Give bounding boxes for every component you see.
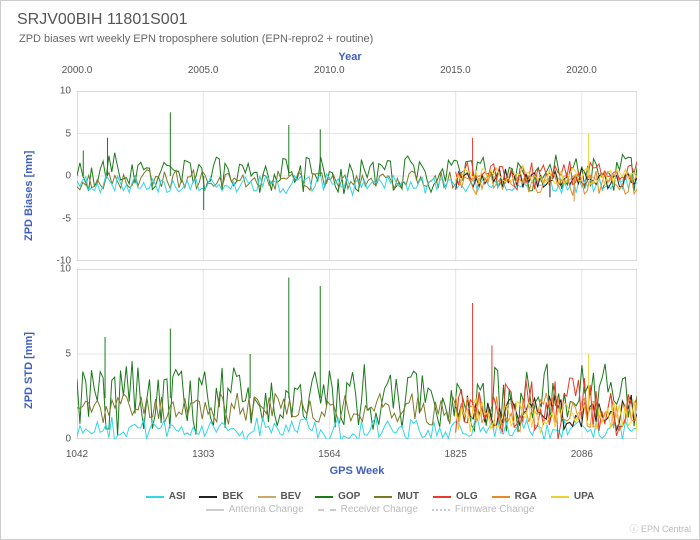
panel-gap xyxy=(77,261,637,269)
legend: ASI BEK BEV GOP MUT OLG RGA UPA Antenna Change R… xyxy=(61,491,679,517)
std-axis-label: ZPD STD [mm] xyxy=(23,332,35,409)
legend-item-olg: OLG xyxy=(433,491,478,502)
chart-subtitle: ZPD biases wrt weekly EPN troposphere so… xyxy=(19,33,373,45)
year-axis-ticks: 2000.02005.02010.02015.02020.0 xyxy=(1,65,699,79)
legend-item-bek: BEK xyxy=(199,491,243,502)
legend-change: Receiver Change xyxy=(318,504,418,515)
legend-series-row: ASI BEK BEV GOP MUT OLG RGA UPA xyxy=(61,491,679,502)
chart-title: SRJV00BIH 11801S001 xyxy=(17,11,187,29)
legend-change: Antenna Change xyxy=(206,504,304,515)
legend-item-mut: MUT xyxy=(374,491,419,502)
gps-axis-ticks: 10421303156418252086 xyxy=(77,449,637,461)
std-panel: ZPD STD [mm] 0510 xyxy=(77,269,637,439)
credit: EPN Central xyxy=(629,522,691,535)
plot-area: ZPD Biases [mm] -10-50510 ZPD STD [mm] 0… xyxy=(77,91,637,451)
top-axis-label: Year xyxy=(1,51,699,63)
chart-container: SRJV00BIH 11801S001 ZPD biases wrt weekl… xyxy=(0,0,700,540)
bias-panel: ZPD Biases [mm] -10-50510 xyxy=(77,91,637,261)
legend-item-rga: RGA xyxy=(492,491,537,502)
legend-change: Firmware Change xyxy=(432,504,534,515)
std-grid xyxy=(77,269,637,439)
legend-item-asi: ASI xyxy=(146,491,186,502)
bottom-axis-label: GPS Week xyxy=(77,465,637,477)
bias-axis-label: ZPD Biases [mm] xyxy=(23,151,35,241)
legend-changes-row: Antenna Change Receiver Change Firmware Ch… xyxy=(61,504,679,515)
legend-item-gop: GOP xyxy=(315,491,360,502)
legend-item-bev: BEV xyxy=(258,491,302,502)
bias-grid xyxy=(77,91,637,261)
legend-item-upa: UPA xyxy=(551,491,594,502)
